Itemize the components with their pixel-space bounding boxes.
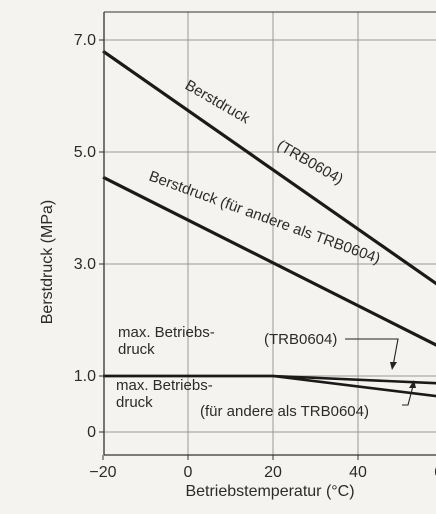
y-tick-label: 5.0: [74, 144, 96, 161]
annotation-mwp-line2: druck: [118, 341, 155, 358]
annotation-burst-trb-word: Berstdruck: [182, 77, 253, 128]
leader-line-mwp-other: [402, 385, 414, 406]
leader-arrow-mwp-trb: [390, 362, 397, 370]
annotation-mwp-other-line2: druck: [116, 394, 153, 411]
leader-line-mwp-trb: [345, 338, 399, 367]
series-lines: [102, 49, 436, 398]
y-tick-label: 1.0: [74, 368, 96, 385]
x-tick-label: 40: [349, 464, 367, 481]
y-axis-label: Berstdruck (MPa): [39, 200, 56, 324]
x-axis-label: Betriebstemperatur (°C): [185, 483, 354, 500]
y-tick-label: 0: [87, 424, 96, 441]
series-line: [102, 49, 436, 286]
x-tick-label: 60: [434, 464, 436, 481]
x-tick-label: −20: [89, 464, 116, 481]
annotation-mwp-trb-code: (TRB0604): [264, 331, 337, 348]
y-tick-label: 7.0: [74, 32, 96, 49]
x-tick-label: 0: [184, 464, 193, 481]
tick-labels: −20 0 20 40 60 0 1.0 3.0 5.0 7.0: [74, 32, 436, 481]
annotation-burst-trb-code: (TRB0604): [274, 137, 346, 188]
series-line: [102, 175, 436, 347]
y-tick-label: 3.0: [74, 256, 96, 273]
annotation-mwp-other-line1: max. Betriebs-: [116, 377, 213, 394]
series-line: [103, 374, 436, 398]
x-tick-label: 20: [264, 464, 282, 481]
annotation-mwp-line1: max. Betriebs-: [118, 324, 215, 341]
annotation-mwp-other-code: (für andere als TRB0604): [200, 403, 369, 420]
axes: [99, 11, 436, 460]
leader-arrow-mwp-other: [409, 380, 416, 388]
